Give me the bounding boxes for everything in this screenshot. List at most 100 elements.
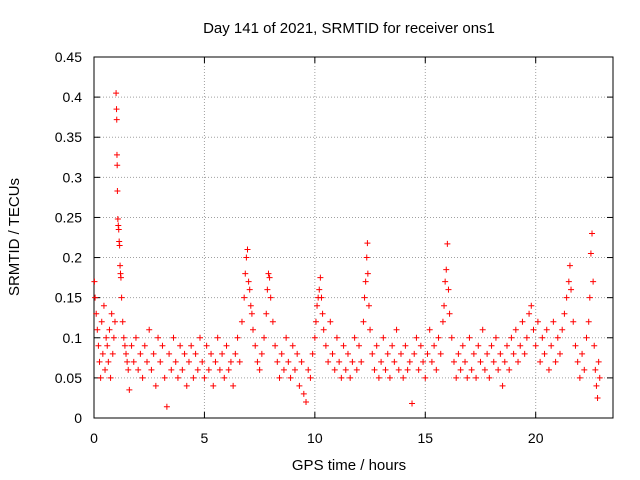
data-point xyxy=(99,350,106,357)
data-point xyxy=(93,310,100,317)
data-point xyxy=(539,334,546,341)
data-point xyxy=(199,358,206,365)
data-point xyxy=(287,374,294,381)
data-point xyxy=(157,358,164,365)
data-point xyxy=(441,302,448,309)
data-point xyxy=(113,116,120,123)
data-point xyxy=(278,350,285,357)
y-tick-label: 0.05 xyxy=(55,370,82,386)
data-point xyxy=(457,366,464,373)
data-point xyxy=(254,358,261,365)
data-point xyxy=(252,342,259,349)
data-point xyxy=(347,374,354,381)
data-point xyxy=(316,286,323,293)
data-point xyxy=(296,382,303,389)
data-point xyxy=(333,334,340,341)
data-point xyxy=(378,358,385,365)
data-point xyxy=(353,366,360,373)
data-point xyxy=(462,358,469,365)
data-point xyxy=(453,374,460,381)
data-point xyxy=(212,358,219,365)
data-point xyxy=(371,366,378,373)
data-point xyxy=(92,294,99,301)
data-point xyxy=(234,334,241,341)
data-point xyxy=(97,374,104,381)
y-tick-label: 0.1 xyxy=(63,330,83,346)
data-point xyxy=(585,318,592,325)
chart-title: Day 141 of 2021, SRMTID for receiver ons… xyxy=(203,20,495,37)
data-point xyxy=(428,358,435,365)
data-point xyxy=(322,342,329,349)
data-point xyxy=(369,350,376,357)
data-point xyxy=(242,270,249,277)
y-tick-label: 0.35 xyxy=(55,129,82,145)
y-axis-title: SRMTID / TECUs xyxy=(6,178,23,296)
data-point xyxy=(360,318,367,325)
y-tick-label: 0.15 xyxy=(55,290,82,306)
data-point xyxy=(244,246,251,253)
data-point xyxy=(490,358,497,365)
data-point xyxy=(318,294,325,301)
data-point xyxy=(508,334,515,341)
data-point xyxy=(541,350,548,357)
data-point xyxy=(267,294,274,301)
data-point xyxy=(159,342,166,349)
data-point xyxy=(214,334,221,341)
data-point xyxy=(238,318,245,325)
data-point xyxy=(586,294,593,301)
data-point xyxy=(192,350,199,357)
data-point xyxy=(104,342,111,349)
data-point xyxy=(216,366,223,373)
data-point xyxy=(528,302,535,309)
data-point xyxy=(168,366,175,373)
data-point xyxy=(519,318,526,325)
data-point xyxy=(364,270,371,277)
data-point xyxy=(264,286,271,293)
data-point xyxy=(280,366,287,373)
data-point xyxy=(361,294,368,301)
data-point xyxy=(245,278,252,285)
data-point xyxy=(331,366,338,373)
data-point xyxy=(552,358,559,365)
data-point xyxy=(426,326,433,333)
data-point xyxy=(591,342,598,349)
data-point xyxy=(590,278,597,285)
data-point xyxy=(530,326,537,333)
data-point xyxy=(448,334,455,341)
data-point xyxy=(442,278,449,285)
data-point xyxy=(203,342,210,349)
data-point xyxy=(358,358,365,365)
data-point xyxy=(543,326,550,333)
y-tick-label: 0 xyxy=(74,410,82,426)
data-point xyxy=(351,334,358,341)
x-tick-label: 20 xyxy=(528,430,544,446)
data-point xyxy=(375,374,382,381)
data-point xyxy=(576,374,583,381)
data-point xyxy=(114,162,121,169)
data-point xyxy=(201,374,208,381)
data-point xyxy=(276,374,283,381)
data-point xyxy=(444,240,451,247)
data-point xyxy=(389,342,396,349)
y-tick-label: 0.2 xyxy=(63,250,83,266)
data-point xyxy=(250,326,257,333)
data-point xyxy=(307,374,314,381)
data-point xyxy=(470,350,477,357)
data-point xyxy=(130,358,137,365)
data-point xyxy=(566,262,573,269)
data-point xyxy=(119,318,126,325)
data-point xyxy=(117,262,124,269)
data-point xyxy=(309,350,316,357)
data-point xyxy=(219,350,226,357)
data-point xyxy=(115,226,122,233)
data-point xyxy=(170,334,177,341)
data-point xyxy=(102,366,109,373)
data-point xyxy=(256,366,263,373)
data-point xyxy=(455,350,462,357)
data-point xyxy=(320,326,327,333)
data-point xyxy=(148,366,155,373)
data-points xyxy=(91,90,603,410)
data-point xyxy=(166,350,173,357)
data-point xyxy=(468,366,475,373)
data-point xyxy=(152,382,159,389)
